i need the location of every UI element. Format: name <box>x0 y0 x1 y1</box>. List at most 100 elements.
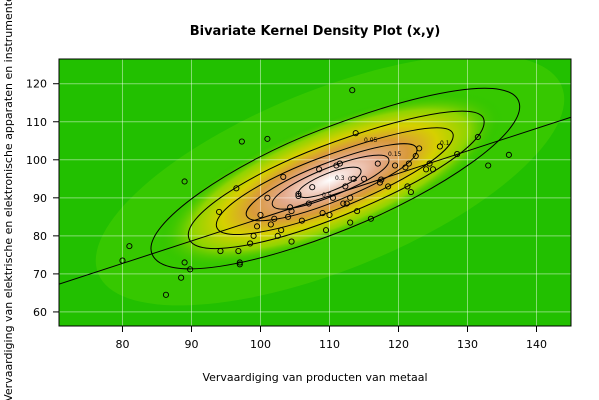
data-point <box>119 257 126 264</box>
contour-label: 0.3 <box>335 175 345 182</box>
data-point <box>162 291 170 298</box>
data-point <box>352 130 359 137</box>
data-point <box>233 185 240 192</box>
x-tick-label: 110 <box>319 338 340 351</box>
data-point <box>426 160 433 167</box>
data-point <box>236 259 243 266</box>
data-point <box>407 189 414 196</box>
data-point <box>322 227 330 234</box>
data-point <box>505 151 512 158</box>
y-tick-label: 110 <box>26 116 47 129</box>
data-point <box>474 133 481 141</box>
data-point <box>247 240 254 247</box>
contour-label: 0.15 <box>388 151 402 158</box>
data-point <box>309 184 316 191</box>
data-point <box>216 208 223 215</box>
data-point <box>316 166 323 173</box>
data-point <box>385 183 392 190</box>
contour-label: 0.05 <box>364 137 378 144</box>
y-tick-label: 60 <box>33 306 47 319</box>
plot-border <box>58 58 572 327</box>
data-point <box>402 164 409 171</box>
data-point <box>423 166 430 173</box>
data-point <box>378 176 385 183</box>
data-point <box>416 145 423 152</box>
data-point <box>288 238 295 245</box>
data-point <box>285 213 292 220</box>
x-tick-label: 80 <box>115 338 129 351</box>
data-points <box>119 87 512 298</box>
data-point <box>271 215 278 222</box>
data-point <box>267 221 274 228</box>
data-point <box>126 243 133 250</box>
data-point <box>217 248 224 255</box>
x-axis: 80 90 100 110 120 130 140 <box>115 326 547 351</box>
contour-0-15 <box>215 127 454 236</box>
data-point <box>181 259 188 266</box>
data-point <box>405 160 412 167</box>
data-point <box>257 211 264 218</box>
data-point <box>367 215 374 222</box>
data-point <box>350 175 357 182</box>
x-tick-label: 140 <box>526 338 547 351</box>
y-tick-label: 90 <box>33 192 47 205</box>
data-point <box>454 151 461 158</box>
data-point <box>305 200 312 207</box>
data-point <box>274 232 281 239</box>
x-axis-label: Vervaardiging van producten van metaal <box>202 371 427 384</box>
data-point <box>235 248 242 255</box>
data-point <box>295 192 302 199</box>
x-tick-label: 90 <box>184 338 198 351</box>
y-tick-label: 80 <box>33 230 47 243</box>
data-point <box>391 162 399 169</box>
data-point <box>264 194 271 201</box>
x-tick-label: 130 <box>457 338 478 351</box>
data-point <box>238 138 245 145</box>
y-tick-label: 120 <box>26 78 47 91</box>
plot-area: 0.05 0.15 0.1 0.2 0.3 0.5 <box>58 58 572 327</box>
data-point <box>253 223 261 230</box>
data-point <box>347 194 354 201</box>
density-contours <box>150 87 521 270</box>
data-point <box>287 204 294 211</box>
data-point <box>295 190 302 198</box>
y-axis: 60 70 80 90 100 110 120 <box>26 78 59 319</box>
data-point <box>264 135 271 142</box>
data-point <box>250 232 257 239</box>
data-point <box>376 179 383 186</box>
contour-label: 0.2 <box>348 176 358 183</box>
contour-label: 0.1 <box>440 140 450 147</box>
data-point <box>236 261 243 268</box>
regression-line <box>59 116 571 285</box>
data-point <box>278 227 285 234</box>
data-point <box>340 200 347 207</box>
y-tick-label: 70 <box>33 268 47 281</box>
data-point <box>178 274 185 281</box>
contour-0-3 <box>271 154 390 210</box>
data-point <box>336 160 343 167</box>
data-point <box>298 217 305 224</box>
contour-label: 0.5 <box>322 192 332 199</box>
data-point <box>333 162 340 169</box>
data-point <box>319 209 326 217</box>
data-point <box>187 266 194 273</box>
data-point <box>181 178 188 185</box>
data-point <box>360 175 368 182</box>
contour-labels: 0.05 0.15 0.1 0.2 0.3 0.5 <box>322 137 450 199</box>
data-point <box>326 211 333 218</box>
data-point <box>485 162 492 169</box>
contour-0-05 <box>150 87 521 270</box>
data-point <box>412 152 419 160</box>
data-point <box>404 183 411 190</box>
data-point <box>354 208 361 215</box>
data-point <box>429 166 437 173</box>
data-point <box>280 173 287 180</box>
data-point <box>288 208 295 215</box>
data-point <box>436 143 443 150</box>
contour-0-5 <box>297 166 362 199</box>
y-axis-label: Vervaardiging van elektrische en elektro… <box>2 0 15 400</box>
x-tick-label: 120 <box>388 338 409 351</box>
chart-title: Bivariate Kernel Density Plot (x,y) <box>190 24 441 39</box>
data-point <box>374 160 381 167</box>
